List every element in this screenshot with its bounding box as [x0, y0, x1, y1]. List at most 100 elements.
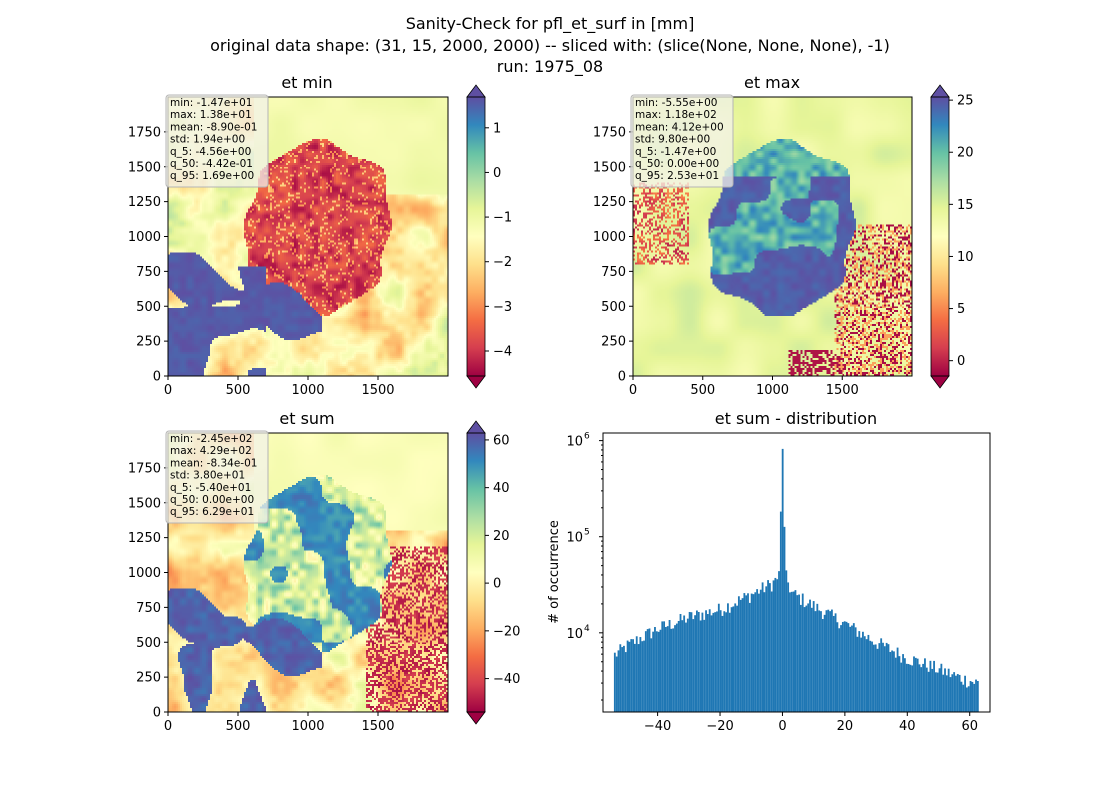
- colorbar-frame: [466, 432, 486, 713]
- y-tick-label: 1000: [593, 230, 626, 245]
- histogram-bar: [947, 668, 950, 712]
- histogram-bar: [730, 607, 733, 712]
- histogram-bar: [743, 593, 746, 712]
- histogram-bar: [840, 625, 842, 712]
- stats-box-background: [165, 430, 269, 524]
- histogram-bar: [960, 681, 963, 712]
- histogram-bar: [655, 631, 658, 712]
- histogram-bar: [849, 626, 852, 712]
- histogram-bar: [781, 448, 784, 712]
- histogram-bar: [652, 631, 655, 712]
- histogram-bar: [672, 628, 675, 712]
- stats-line: q_5: -5.40e+01: [170, 482, 251, 494]
- histogram-bar: [710, 615, 713, 712]
- histogram-bar: [865, 639, 868, 712]
- colorbar-et-max: 25 20 15 10 5 0: [930, 84, 974, 389]
- histogram-bar: [882, 642, 884, 712]
- histogram-bar: [889, 651, 892, 712]
- histogram-bar: [752, 594, 755, 712]
- y-tick-label: 0: [618, 370, 626, 385]
- hist-x-tick-label: 20: [837, 719, 854, 734]
- colorbar-tick-label: 20: [957, 146, 974, 161]
- histogram-bar: [767, 580, 769, 712]
- x-tick-label: 1500: [826, 383, 859, 398]
- histogram-bar: [721, 615, 724, 712]
- histogram-bar: [763, 592, 766, 712]
- histogram-bar: [668, 620, 671, 712]
- histogram-bar: [847, 623, 850, 712]
- y-tick-label: 1750: [593, 125, 626, 140]
- histogram-bar: [938, 668, 941, 712]
- hist-x-tick-label: 40: [899, 719, 916, 734]
- stats-line: q_5: -4.56e+00: [170, 146, 251, 158]
- histogram-bar: [841, 621, 844, 712]
- histogram-bar: [913, 656, 915, 712]
- colorbar-frame: [466, 96, 486, 377]
- histogram-bar: [750, 593, 753, 712]
- x-tick-label: 1000: [291, 383, 324, 398]
- histogram-bar: [832, 615, 835, 712]
- histogram-bar: [770, 591, 773, 712]
- hist-x-tick-label: −40: [644, 719, 671, 734]
- histogram-bar: [927, 671, 930, 712]
- y-tick-label: 1750: [128, 461, 161, 476]
- histogram-bar: [909, 664, 912, 712]
- histogram-bar: [940, 663, 943, 712]
- histogram-bar: [632, 639, 634, 712]
- hist-y-tick-label: 10: [566, 627, 583, 642]
- histogram-bar: [783, 526, 786, 712]
- hist-y-tick-exponent: 4: [584, 624, 590, 634]
- panel-title-distribution: et sum - distribution: [715, 409, 877, 428]
- x-tick-label: 0: [629, 383, 637, 398]
- colorbar-tick-label: 60: [493, 433, 510, 448]
- hist-x-tick-label: −20: [706, 719, 733, 734]
- histogram-bar: [666, 626, 669, 712]
- histogram-bar: [831, 609, 833, 712]
- histogram-bar: [964, 675, 966, 712]
- histogram-bar: [792, 591, 795, 712]
- y-tick-label: 500: [601, 300, 626, 315]
- histogram-bar: [922, 663, 925, 712]
- colorbar-extend-top: [930, 84, 950, 98]
- y-tick-label: 750: [601, 265, 626, 280]
- histogram-bar: [967, 686, 970, 712]
- histogram-bar: [827, 609, 830, 712]
- colorbar-tick-label: 20: [493, 529, 510, 544]
- histogram-bar: [699, 620, 702, 712]
- stats-line: min: -2.45e+02: [170, 433, 252, 445]
- colorbar-extend-top: [466, 420, 486, 434]
- histogram-bar: [860, 637, 863, 712]
- histogram-bar: [706, 614, 709, 712]
- histogram-bar: [916, 658, 919, 712]
- stats-line: max: 4.29e+02: [170, 445, 252, 457]
- histogram-bar: [677, 620, 680, 712]
- panel-et-min: et min 0 500 1000 1500 0 250 500 750 1000 1250 150…: [128, 73, 512, 398]
- histogram-bar: [621, 647, 624, 712]
- histogram-bar: [719, 610, 722, 712]
- histogram-bar: [661, 621, 664, 712]
- figure-title-line-2: original data shape: (31, 15, 2000, 2000…: [210, 36, 890, 55]
- histogram-bar: [774, 577, 777, 712]
- histogram-bar: [657, 631, 660, 712]
- histogram-bar: [816, 603, 819, 712]
- histogram-bar: [911, 665, 914, 712]
- stats-line: q_5: -1.47e+00: [635, 146, 716, 158]
- histogram-bar: [737, 596, 740, 712]
- histogram-bar: [714, 612, 717, 712]
- stats-line: mean: -8.34e-01: [170, 457, 257, 469]
- histogram-bar: [942, 674, 945, 712]
- histogram-bar: [717, 603, 720, 712]
- histogram-bar: [747, 593, 749, 712]
- x-tick-label: 0: [164, 383, 172, 398]
- histogram-bar: [648, 628, 651, 712]
- histogram-bar: [675, 623, 678, 712]
- histogram-bar: [925, 667, 928, 712]
- stats-line: std: 1.94e+00: [170, 134, 245, 146]
- histogram-bar: [741, 598, 744, 712]
- histogram-bar: [785, 570, 788, 712]
- stats-line: q_95: 1.69e+00: [170, 170, 254, 182]
- x-tick-label: 500: [226, 383, 251, 398]
